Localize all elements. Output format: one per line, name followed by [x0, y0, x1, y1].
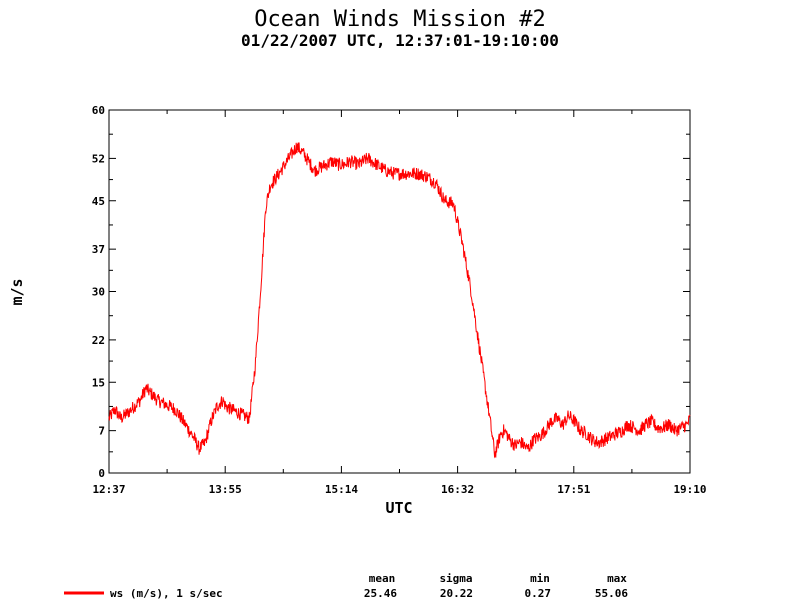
x-tick-label: 12:37 — [92, 483, 125, 496]
y-axis: 0 7 15 22 30 37 45 52 60 — [92, 104, 690, 480]
x-tick-label: 15:14 — [325, 483, 358, 496]
y-tick-label: 45 — [92, 195, 105, 208]
x-tick-label: 13:55 — [209, 483, 242, 496]
y-tick-label: 0 — [98, 467, 105, 480]
series-line-ws — [108, 142, 691, 459]
legend: ws (m/s), 1 s/sec — [64, 587, 223, 600]
stat-value-sigma: 20.22 — [440, 587, 473, 600]
stat-value-mean: 25.46 — [364, 587, 397, 600]
y-tick-label: 7 — [98, 425, 105, 438]
legend-label: ws (m/s), 1 s/sec — [110, 587, 223, 600]
stat-header-min: min — [530, 572, 550, 585]
y-axis-label: m/s — [8, 278, 26, 305]
y-tick-label: 37 — [92, 243, 105, 256]
x-tick-label: 16:32 — [441, 483, 474, 496]
stat-header-max: max — [607, 572, 627, 585]
y-tick-label: 22 — [92, 334, 105, 347]
y-tick-label: 30 — [92, 286, 105, 299]
stat-value-min: 0.27 — [525, 587, 552, 600]
y-tick-label: 52 — [92, 152, 105, 165]
x-axis-label: UTC — [385, 499, 412, 517]
stat-header-mean: mean — [369, 572, 396, 585]
chart-title: Ocean Winds Mission #2 — [254, 7, 545, 32]
y-tick-label: 15 — [92, 376, 105, 389]
plot-frame — [108, 109, 691, 474]
x-tick-label: 17:51 — [557, 483, 590, 496]
chart-subtitle: 01/22/2007 UTC, 12:37:01-19:10:00 — [241, 31, 559, 50]
series-layer — [108, 142, 691, 459]
x-axis: 12:37 13:55 15:14 16:32 17:51 19:10 — [92, 110, 707, 496]
stat-header-sigma: sigma — [439, 572, 472, 585]
plot-area — [108, 109, 691, 474]
stat-value-max: 55.06 — [595, 587, 628, 600]
stats-table: mean sigma min max 25.46 20.22 0.27 55.0… — [364, 572, 628, 600]
y-tick-label: 60 — [92, 104, 105, 117]
x-tick-label: 19:10 — [673, 483, 706, 496]
